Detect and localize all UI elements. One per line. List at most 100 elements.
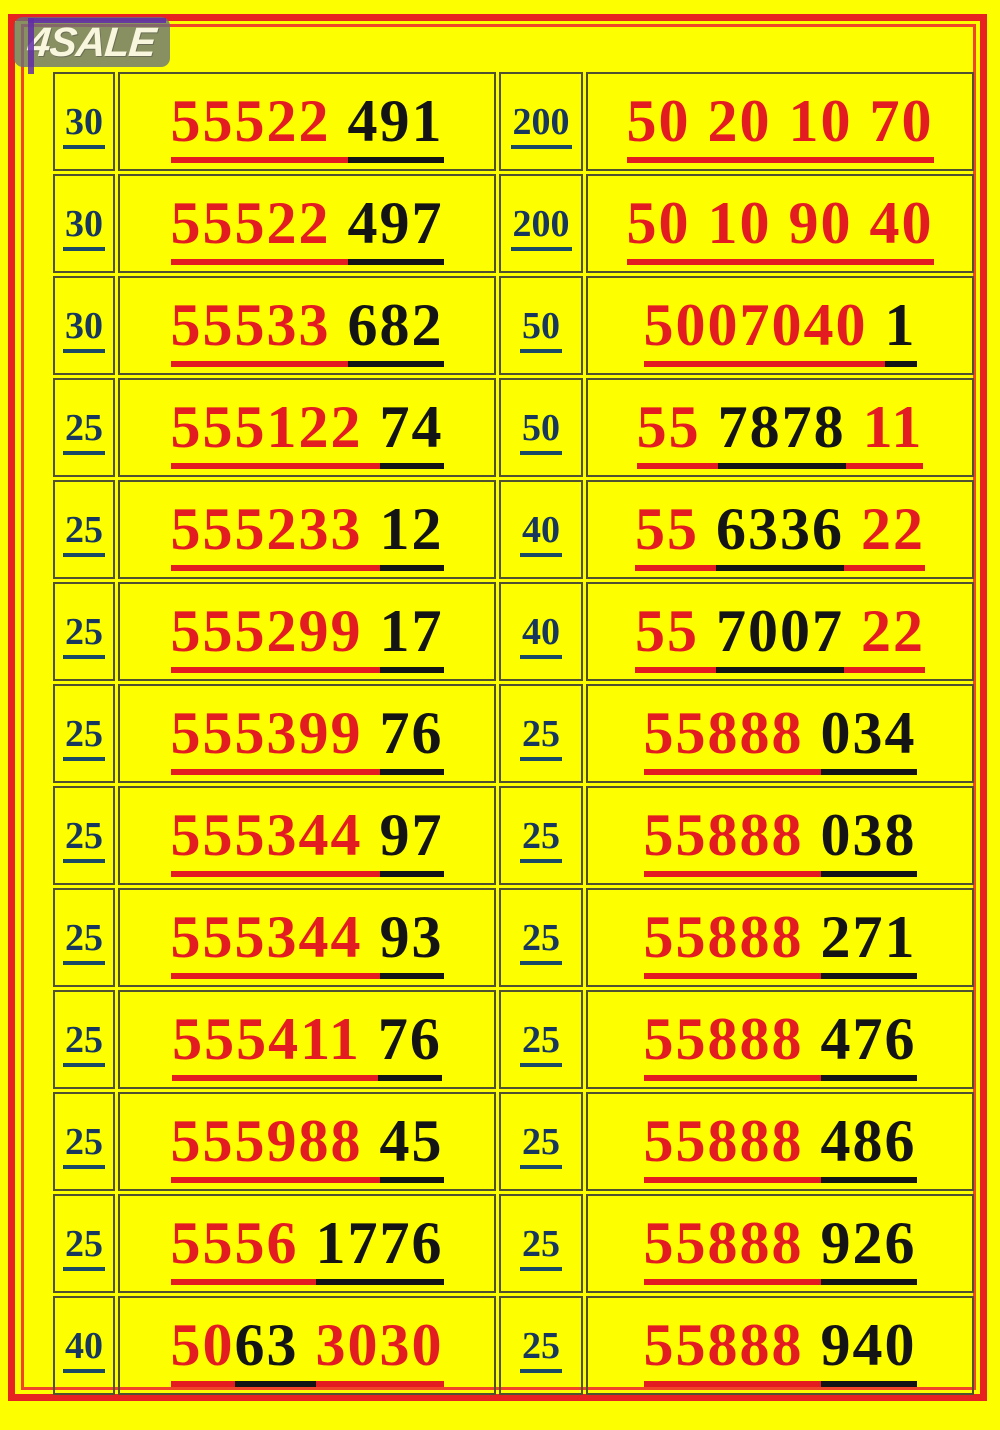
phone-segment: 5556 xyxy=(170,1210,316,1285)
phone-segment: 5007040 xyxy=(643,292,885,367)
phone-cell-left: 555299 17 xyxy=(118,582,496,681)
phone-cell-left: 555344 93 xyxy=(118,888,496,987)
phone-segment: 555299 xyxy=(170,598,380,673)
phone-segment: 555411 xyxy=(172,1006,378,1081)
price-cell-left: 30 xyxy=(53,174,115,273)
price-cell-left: 25 xyxy=(53,990,115,1089)
4sale-logo-text: 4SALE xyxy=(26,18,158,65)
price-cell-left: 25 xyxy=(53,786,115,885)
listing-row: 25 555299 17 40 55 7007 22 xyxy=(53,582,974,681)
phone-segment: 93 xyxy=(379,904,444,979)
phone-segment: 55 xyxy=(635,496,716,571)
phone-segment: 76 xyxy=(379,700,444,775)
phone-segment: 55888 xyxy=(643,700,821,775)
phone-segment: 55533 xyxy=(170,292,348,367)
phone-segment: 55888 xyxy=(643,1312,821,1387)
price-cell-right: 40 xyxy=(499,480,583,579)
phone-cell-left: 5556 1776 xyxy=(118,1194,496,1293)
price-cell-right: 50 xyxy=(499,276,583,375)
phone-cell-right: 55888 926 xyxy=(586,1194,974,1293)
outer-red-frame xyxy=(8,14,987,1401)
listing-row: 25 555233 12 40 55 6336 22 xyxy=(53,480,974,579)
phone-cell-right: 50 10 90 40 xyxy=(586,174,974,273)
phone-segment: 1776 xyxy=(315,1210,444,1285)
phone-cell-left: 555233 12 xyxy=(118,480,496,579)
phone-cell-right: 55888 476 xyxy=(586,990,974,1089)
phone-segment: 1 xyxy=(884,292,917,367)
phone-cell-right: 55 7007 22 xyxy=(586,582,974,681)
phone-segment: 7878 xyxy=(717,394,846,469)
phone-segment: 50 10 90 40 xyxy=(626,190,934,265)
phone-segment: 940 xyxy=(820,1312,917,1387)
phone-cell-left: 555411 76 xyxy=(118,990,496,1089)
phone-segment: 555988 xyxy=(170,1108,380,1183)
phone-segment: 45 xyxy=(379,1108,444,1183)
price-value-right: 25 xyxy=(520,1222,562,1271)
price-value-left: 25 xyxy=(63,1120,105,1169)
price-value-left: 30 xyxy=(63,100,105,149)
listing-row: 30 55533 682 50 5007040 1 xyxy=(53,276,974,375)
phone-cell-left: 55522 497 xyxy=(118,174,496,273)
price-cell-right: 50 xyxy=(499,378,583,477)
listing-row: 30 55522 491 200 50 20 10 70 xyxy=(53,72,974,171)
phone-segment: 55522 xyxy=(170,190,348,265)
phone-segment: 55 xyxy=(635,598,716,673)
phone-segment: 497 xyxy=(347,190,444,265)
price-value-right: 25 xyxy=(520,1018,562,1067)
phone-cell-left: 555344 97 xyxy=(118,786,496,885)
phone-segment: 6336 xyxy=(716,496,844,571)
listing-row: 25 555344 97 25 55888 038 xyxy=(53,786,974,885)
phone-segment: 22 xyxy=(844,496,925,571)
price-value-right: 25 xyxy=(520,814,562,863)
phone-segment: 55888 xyxy=(643,904,821,979)
phone-segment: 555122 xyxy=(170,394,380,469)
price-cell-right: 25 xyxy=(499,888,583,987)
phone-cell-right: 5007040 1 xyxy=(586,276,974,375)
phone-cell-right: 55888 940 xyxy=(586,1296,974,1395)
phone-segment: 12 xyxy=(379,496,444,571)
price-cell-right: 25 xyxy=(499,1092,583,1191)
price-cell-left: 25 xyxy=(53,888,115,987)
phone-segment: 491 xyxy=(347,88,444,163)
price-cell-right: 25 xyxy=(499,1296,583,1395)
price-cell-right: 25 xyxy=(499,786,583,885)
phone-segment: 63 xyxy=(234,1312,316,1387)
price-cell-right: 25 xyxy=(499,1194,583,1293)
phone-segment: 555399 xyxy=(170,700,380,775)
inner-red-frame xyxy=(21,24,976,1390)
price-value-left: 25 xyxy=(63,1018,105,1067)
phone-segment: 034 xyxy=(820,700,917,775)
phone-segment: 476 xyxy=(820,1006,917,1081)
price-cell-left: 25 xyxy=(53,480,115,579)
price-value-left: 25 xyxy=(63,406,105,455)
price-value-left: 25 xyxy=(63,508,105,557)
phone-cell-left: 555122 74 xyxy=(118,378,496,477)
logo-accent-line-left xyxy=(28,18,34,74)
phone-segment: 555344 xyxy=(170,802,380,877)
price-cell-left: 25 xyxy=(53,378,115,477)
price-value-right: 25 xyxy=(520,1324,562,1373)
phone-segment: 55 xyxy=(636,394,718,469)
phone-cell-left: 55522 491 xyxy=(118,72,496,171)
price-value-right: 40 xyxy=(520,610,562,659)
price-value-left: 25 xyxy=(63,610,105,659)
price-value-right: 50 xyxy=(520,406,562,455)
phone-segment: 555344 xyxy=(170,904,380,979)
phone-segment: 55888 xyxy=(643,802,821,877)
price-value-left: 30 xyxy=(63,202,105,251)
phone-cell-right: 55 6336 22 xyxy=(586,480,974,579)
price-cell-left: 25 xyxy=(53,1194,115,1293)
logo-accent-line-top xyxy=(28,18,166,23)
phone-segment: 038 xyxy=(820,802,917,877)
phone-cell-right: 55888 034 xyxy=(586,684,974,783)
price-cell-right: 25 xyxy=(499,684,583,783)
price-value-right: 200 xyxy=(510,202,572,251)
price-cell-left: 25 xyxy=(53,582,115,681)
phone-cell-left: 55533 682 xyxy=(118,276,496,375)
price-value-right: 50 xyxy=(520,304,562,353)
price-cell-left: 25 xyxy=(53,1092,115,1191)
phone-segment: 555233 xyxy=(170,496,380,571)
listing-row: 25 555122 74 50 55 7878 11 xyxy=(53,378,974,477)
phone-segment: 682 xyxy=(347,292,444,367)
phone-cell-left: 555399 76 xyxy=(118,684,496,783)
